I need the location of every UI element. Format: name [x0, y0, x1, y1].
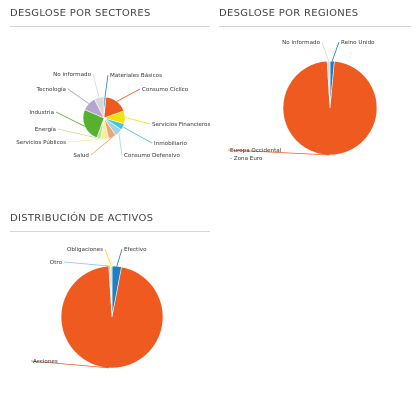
slice-label: No informado — [53, 72, 92, 78]
panel-title-regions: DESGLOSE POR REGIONES — [219, 8, 359, 19]
title-divider — [10, 26, 210, 27]
slice-label: Materiales Básicos — [110, 72, 162, 79]
leader-line — [92, 73, 100, 98]
leader-line — [67, 88, 89, 104]
region-breakdown-panel: DESGLOSE POR REGIONES — [219, 8, 411, 178]
leader-line — [90, 136, 113, 156]
pie-slice-no-informado[interactable] — [94, 96, 105, 119]
leader-line — [116, 88, 141, 102]
slice-label: Energía — [35, 126, 56, 133]
leader-line — [57, 128, 99, 139]
sector-breakdown-panel: DESGLOSE POR SECTORES — [10, 8, 210, 178]
leader-line — [122, 126, 153, 144]
panel-title-sectors: DESGLOSE POR SECTORES — [10, 8, 151, 19]
leader-line — [67, 138, 105, 143]
slice-label: Servicios Públicos — [16, 139, 66, 146]
leader-line — [104, 74, 109, 98]
leader-line — [331, 41, 340, 62]
leader-line — [124, 116, 151, 125]
slice-label: Servicios Financieros — [152, 122, 210, 128]
leader-line — [104, 248, 112, 267]
slice-label: Efectivo — [124, 247, 147, 253]
panel-title-assets: DISTRIBUCIÓN DE ACTIVOS — [10, 213, 154, 224]
slice-label: Consumo Cíclico — [142, 86, 189, 93]
leader-line — [118, 132, 123, 156]
slice-label: Obligaciones — [67, 247, 103, 253]
leader-line — [63, 261, 110, 267]
slice-label: Industria — [29, 110, 54, 116]
leader-line — [55, 111, 85, 127]
slice-label: Consumo Defensivo — [124, 153, 180, 159]
slice-label: Otro — [50, 260, 63, 266]
title-divider — [219, 26, 411, 27]
leader-line — [321, 41, 329, 62]
slice-label: Europa Occidental - Zona Euro — [230, 148, 282, 162]
pie-slice-industria[interactable] — [82, 109, 105, 139]
desglose-por-sectores-pie: Materiales Básicos Consumo Cíclico Servici… — [16, 72, 210, 159]
asset-allocation-panel: DISTRIBUCIÓN DE ACTIVOS — [10, 213, 210, 383]
slice-label: Reino Unido — [341, 40, 375, 46]
desglose-por-regiones-pie: Reino Unido Europa Occidental - Zona Euro N… — [227, 40, 378, 162]
title-divider — [10, 231, 210, 232]
slice-label: Salud — [73, 153, 89, 159]
slice-label: Inmobiliario — [154, 141, 188, 147]
pie-slice-no-informado[interactable] — [326, 60, 331, 109]
slice-label: No informado — [282, 40, 321, 46]
slice-label: Acciones — [33, 359, 58, 365]
leader-line — [227, 149, 330, 156]
leader-line — [116, 248, 123, 267]
slice-label: Tecnología — [36, 86, 66, 93]
distribucion-de-activos-pie: Efectivo Acciones Otro Obligaciones — [30, 247, 164, 369]
leader-line — [30, 360, 109, 369]
pie-slice-acciones[interactable] — [60, 265, 164, 369]
